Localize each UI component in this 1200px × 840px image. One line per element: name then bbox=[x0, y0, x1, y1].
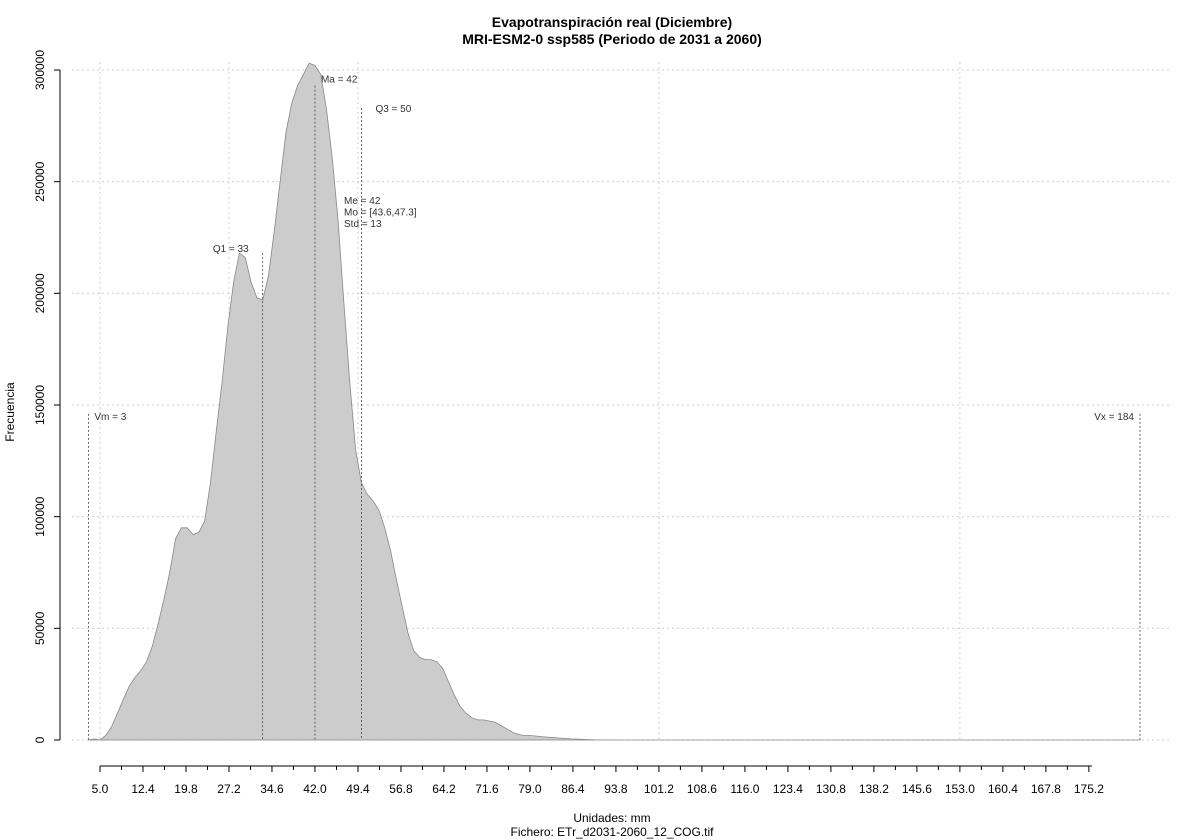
marker-label: Vm = 3 bbox=[94, 412, 126, 423]
x-tick-label: 27.2 bbox=[217, 782, 241, 796]
density-area bbox=[88, 62, 1140, 741]
x-tick-label: 93.8 bbox=[604, 782, 628, 796]
y-tick-label: 100000 bbox=[33, 496, 47, 536]
x-tick-label: 12.4 bbox=[131, 782, 155, 796]
y-tick-label: 200000 bbox=[33, 273, 47, 313]
vertical-markers: Vm = 3 Q1 = 33 Ma = 42 Q3 = 50 Vx = 184 bbox=[87, 75, 1141, 740]
x-tick-label: 79.0 bbox=[518, 782, 542, 796]
stats-line: Me = 42 bbox=[344, 196, 381, 207]
x-tick-label: 160.4 bbox=[988, 782, 1018, 796]
x-tick-label: 71.6 bbox=[475, 782, 499, 796]
x-tick-label: 42.0 bbox=[303, 782, 327, 796]
x-tick-label: 64.2 bbox=[432, 782, 456, 796]
x-tick-label: 130.8 bbox=[816, 782, 846, 796]
x-tick-label: 86.4 bbox=[561, 782, 585, 796]
marker-label: Ma = 42 bbox=[321, 75, 358, 86]
x-tick-label: 167.8 bbox=[1031, 782, 1061, 796]
axes: 0 50000 100000 150000 200000 250000 300000 5.0 1… bbox=[33, 50, 1104, 796]
y-tick-label: 300000 bbox=[33, 50, 47, 90]
x-tick-label: 34.6 bbox=[260, 782, 284, 796]
y-axis-label: Frecuencia bbox=[3, 382, 17, 442]
x-axis-label: Unidades: mm bbox=[573, 811, 650, 825]
y-tick-label: 50000 bbox=[33, 611, 47, 645]
chart-subtitle: MRI-ESM2-0 ssp585 (Periodo de 2031 a 206… bbox=[462, 31, 762, 47]
x-tick-label: 49.4 bbox=[346, 782, 370, 796]
x-tick-label: 56.8 bbox=[389, 782, 413, 796]
stats-line: Mo = [43.6,47.3] bbox=[344, 208, 417, 219]
x-tick-label: 101.2 bbox=[644, 782, 674, 796]
x-tick-label: 116.0 bbox=[730, 782, 759, 796]
y-tick-label: 0 bbox=[33, 736, 47, 743]
marker-label: Vx = 184 bbox=[1094, 412, 1134, 423]
x-tick-label: 123.4 bbox=[773, 782, 803, 796]
marker-label: Q1 = 33 bbox=[213, 244, 249, 255]
x-tick-label: 153.0 bbox=[945, 782, 975, 796]
x-tick-label: 145.6 bbox=[902, 782, 932, 796]
y-tick-label: 250000 bbox=[33, 161, 47, 201]
x-tick-label: 108.6 bbox=[687, 782, 717, 796]
y-tick-label: 150000 bbox=[33, 385, 47, 425]
file-caption: Fichero: ETr_d2031-2060_12_COG.tif bbox=[511, 825, 715, 839]
chart-title: Evapotranspiración real (Diciembre) bbox=[492, 14, 732, 30]
stats-line: Std = 13 bbox=[344, 219, 382, 230]
marker-label: Q3 = 50 bbox=[375, 104, 411, 115]
x-tick-label: 175.2 bbox=[1074, 782, 1104, 796]
x-tick-label: 138.2 bbox=[859, 782, 889, 796]
density-area-group bbox=[88, 62, 1140, 741]
x-tick-label: 19.8 bbox=[174, 782, 198, 796]
x-tick-label: 5.0 bbox=[92, 782, 109, 796]
